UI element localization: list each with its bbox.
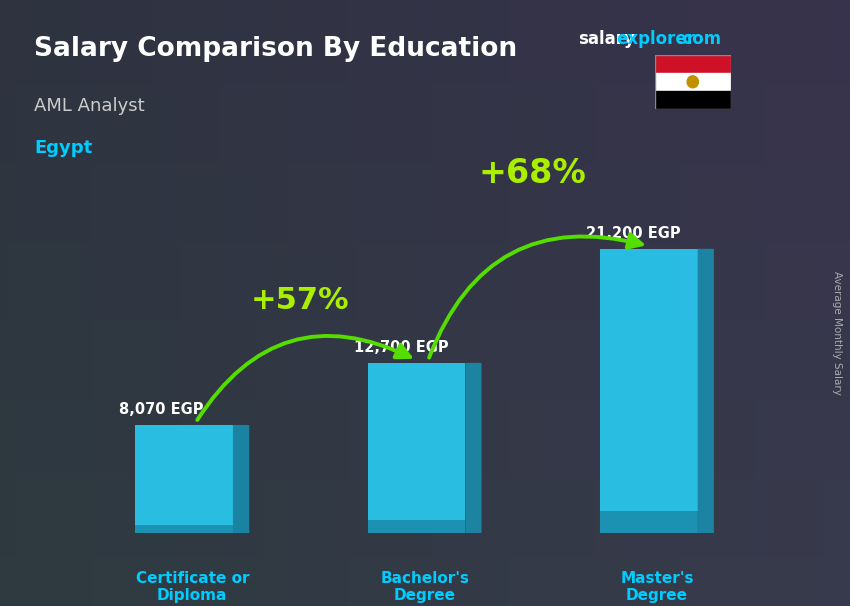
Text: Salary Comparison By Education: Salary Comparison By Education bbox=[34, 36, 517, 62]
Polygon shape bbox=[135, 525, 233, 533]
Text: Certificate or
Diploma: Certificate or Diploma bbox=[135, 571, 249, 603]
Text: Master's
Degree: Master's Degree bbox=[620, 571, 694, 603]
Bar bbox=[654, 73, 731, 91]
Text: Egypt: Egypt bbox=[34, 139, 93, 158]
Polygon shape bbox=[368, 520, 465, 533]
Bar bbox=[654, 55, 731, 73]
Text: 21,200 EGP: 21,200 EGP bbox=[586, 226, 681, 241]
Text: salary: salary bbox=[578, 30, 635, 48]
Bar bbox=[654, 91, 731, 109]
Text: .com: .com bbox=[676, 30, 721, 48]
Polygon shape bbox=[368, 363, 465, 533]
Polygon shape bbox=[465, 363, 482, 533]
Text: Average Monthly Salary: Average Monthly Salary bbox=[832, 271, 842, 395]
Circle shape bbox=[687, 76, 699, 88]
Text: explorer: explorer bbox=[616, 30, 695, 48]
Polygon shape bbox=[698, 249, 714, 533]
Text: AML Analyst: AML Analyst bbox=[34, 97, 144, 115]
Text: 12,700 EGP: 12,700 EGP bbox=[354, 340, 449, 355]
Text: 8,070 EGP: 8,070 EGP bbox=[119, 402, 204, 417]
Polygon shape bbox=[600, 249, 698, 533]
Polygon shape bbox=[135, 425, 233, 533]
Text: Bachelor's
Degree: Bachelor's Degree bbox=[380, 571, 469, 603]
Polygon shape bbox=[233, 425, 249, 533]
Text: +57%: +57% bbox=[251, 286, 349, 315]
Text: +68%: +68% bbox=[479, 157, 586, 190]
Polygon shape bbox=[600, 510, 698, 533]
